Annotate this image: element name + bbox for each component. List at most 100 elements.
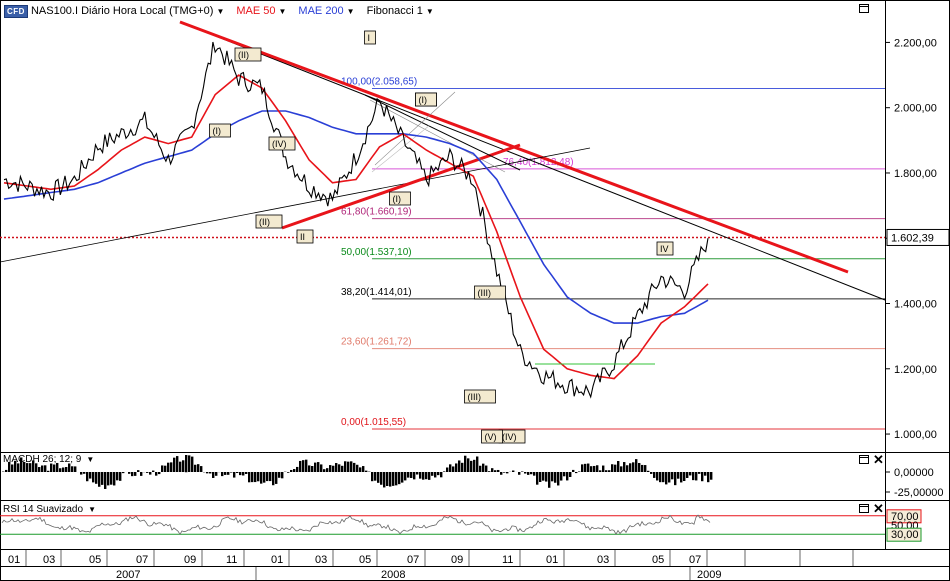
- macd-histogram-bar: [359, 467, 362, 472]
- macd-histogram-bar: [14, 460, 17, 472]
- macd-histogram-bar: [260, 472, 263, 484]
- macd-histogram-bar: [404, 472, 407, 481]
- month-label: 11: [226, 554, 237, 566]
- macd-histogram-bar: [533, 472, 536, 476]
- macd-histogram-bar: [560, 472, 563, 481]
- macd-histogram-bar: [353, 462, 356, 472]
- indicator-mae50[interactable]: MAE 50 ▼: [236, 5, 286, 17]
- dropdown-arrow-icon: ▼: [425, 7, 434, 16]
- macd-histogram-bar: [344, 461, 347, 472]
- macd-histogram-bar: [272, 472, 275, 486]
- macd-histogram-bar: [452, 466, 455, 472]
- macd-histogram-bar: [611, 464, 614, 472]
- macd-histogram-bar: [440, 472, 443, 478]
- macd-histogram-bar: [107, 472, 110, 486]
- macd-histogram-bar: [386, 472, 389, 486]
- wave-label-box: [389, 191, 411, 206]
- macd-close-icon[interactable]: ✕: [873, 452, 884, 467]
- indicator-fibonacci[interactable]: Fibonacci 1 ▼: [367, 5, 434, 17]
- macd-histogram-bar: [17, 463, 20, 472]
- macd-histogram-bar: [215, 472, 218, 476]
- macd-header[interactable]: MACDH 26; 12; 9 ▼: [3, 454, 94, 465]
- rsi-maximize-icon[interactable]: [859, 504, 869, 513]
- trendline: [371, 124, 431, 173]
- macd-histogram-bar: [296, 466, 299, 472]
- macd-histogram-bar: [263, 472, 266, 483]
- month-label: 05: [359, 554, 371, 566]
- macd-histogram-bar: [704, 472, 707, 476]
- macd-histogram-bar: [617, 461, 620, 472]
- month-label: 01: [271, 554, 283, 566]
- maximize-icon[interactable]: [859, 4, 869, 13]
- macd-histogram-bar: [281, 472, 284, 479]
- macd-histogram-bar: [596, 465, 599, 472]
- series-price-line: [3, 41, 709, 399]
- symbol-selector[interactable]: NAS100.I Diário Hora Local (TMG+0) ▼: [31, 5, 224, 17]
- macd-histogram-bar: [671, 472, 674, 480]
- macd-histogram-bar: [290, 469, 293, 472]
- macd-histogram-bar: [38, 467, 41, 472]
- wave-label-box: [474, 285, 506, 300]
- macd-histogram-bar: [299, 460, 302, 472]
- rsi-level-box: [886, 527, 922, 542]
- macd-histogram-bar: [173, 457, 176, 472]
- wave-label: (IV): [502, 432, 517, 442]
- macd-histogram-bar: [374, 472, 377, 481]
- macd-histogram-bar: [707, 472, 710, 483]
- macd-histogram-bar: [74, 466, 77, 472]
- macd-histogram-bar: [329, 465, 332, 472]
- macd-histogram-bar: [29, 463, 32, 472]
- macd-histogram-bar: [389, 472, 392, 487]
- macd-histogram-bar: [659, 472, 662, 483]
- macd-histogram-bar: [32, 460, 35, 472]
- wave-label: (I): [213, 126, 222, 136]
- month-label: 05: [89, 554, 101, 566]
- macd-histogram-bar: [476, 456, 479, 472]
- month-label: 01: [546, 554, 558, 566]
- macd-histogram-bar: [449, 464, 452, 472]
- rsi-close-icon[interactable]: ✕: [873, 501, 884, 516]
- macd-histogram-bar: [65, 467, 68, 472]
- macd-histogram-bar: [68, 463, 71, 472]
- year-label: 2008: [381, 569, 405, 581]
- macd-tick-label: -25,00000: [894, 487, 944, 499]
- price-tick-label: 1.000,00: [894, 429, 937, 441]
- macd-histogram-bar: [419, 472, 422, 479]
- macd-histogram-bar: [527, 472, 530, 475]
- macd-histogram-bar: [683, 472, 686, 482]
- macd-histogram-bar: [233, 472, 236, 478]
- rsi-header[interactable]: RSI 14 Suavizado ▼: [3, 504, 96, 515]
- indicator-mae200[interactable]: MAE 200 ▼: [298, 5, 354, 17]
- macd-histogram-bar: [47, 470, 50, 472]
- macd-histogram-bar: [695, 472, 698, 481]
- macd-histogram-bar: [101, 472, 104, 485]
- macd-histogram-bar: [311, 466, 314, 472]
- macd-histogram-bar: [599, 470, 602, 472]
- macd-histogram-bar: [134, 472, 137, 476]
- macd-histogram-bar: [293, 469, 296, 472]
- macd-histogram-bar: [152, 470, 155, 472]
- macd-histogram-bar: [491, 468, 494, 472]
- macd-histogram-bar: [8, 461, 11, 472]
- macd-histogram-bar: [113, 472, 116, 486]
- wave-label: (III): [478, 288, 492, 298]
- macd-histogram-bar: [434, 472, 437, 478]
- macd-histogram-bar: [428, 472, 431, 480]
- wave-label-box: [415, 92, 437, 107]
- macd-histogram-bar: [425, 472, 428, 480]
- macd-histogram-bar: [362, 466, 365, 472]
- macd-histogram-bar: [137, 470, 140, 472]
- wave-label: II: [300, 232, 305, 242]
- macd-histogram-bar: [164, 465, 167, 472]
- macd-maximize-icon[interactable]: [859, 455, 869, 464]
- fibonacci-level-label: 38,20(1.414,01): [341, 287, 412, 298]
- macd-histogram-bar: [251, 472, 254, 483]
- macd-histogram-bar: [437, 472, 440, 476]
- macd-histogram-bar: [104, 472, 107, 489]
- macd-histogram-bar: [245, 472, 248, 474]
- macd-histogram-bar: [179, 461, 182, 472]
- macd-histogram-bar: [680, 472, 683, 483]
- macd-histogram-bar: [248, 472, 251, 483]
- macd-histogram-bar: [20, 457, 23, 472]
- macd-histogram-bar: [482, 463, 485, 472]
